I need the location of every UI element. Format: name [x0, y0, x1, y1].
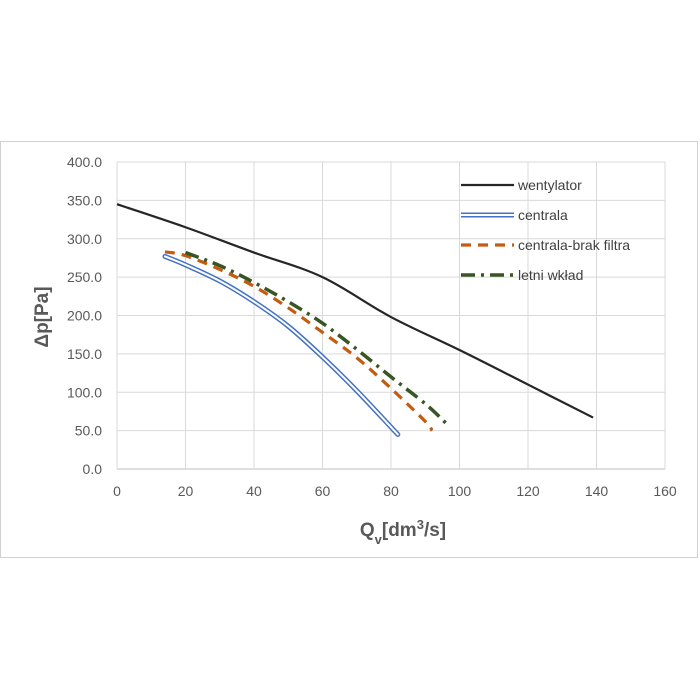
y-tick-label: 100.0: [67, 384, 102, 400]
y-tick-label: 300.0: [67, 231, 102, 247]
grid-lines: [116, 161, 666, 470]
legend-label-wentylator: wentylator: [517, 177, 582, 193]
y-tick-label: 350.0: [67, 192, 102, 208]
y-tick-label: 150.0: [67, 346, 102, 362]
y-axis-title: Δp[Pa]: [32, 286, 53, 347]
series-line-letni-wk-ad: [184, 250, 447, 425]
legend-label-letni-wk-ad: letni wkład: [518, 267, 583, 283]
y-tick-label: 200.0: [67, 308, 102, 324]
x-tick-label: 80: [383, 483, 399, 499]
legend-label-centrala: centrala: [518, 207, 568, 223]
series-layer: [116, 203, 594, 437]
legend-label-centrala-brak-filtra: centrala-brak filtra: [518, 237, 630, 253]
x-tick-label: 0: [113, 483, 121, 499]
series-line-inner-centrala: [163, 255, 399, 436]
x-tick-label: 100: [448, 483, 472, 499]
x-tick-label: 120: [516, 483, 540, 499]
x-axis-title: Qv[dm3/s]: [360, 517, 446, 547]
x-tick-label: 60: [315, 483, 331, 499]
x-tick-label: 140: [585, 483, 609, 499]
y-tick-label: 50.0: [75, 423, 102, 439]
chart-frame: [0, 141, 698, 558]
x-tick-label: 40: [246, 483, 262, 499]
y-tick-label: 400.0: [67, 154, 102, 170]
legend: wentylator centrala centrala-brak filtra le…: [461, 177, 630, 283]
series-line-wentylator: [116, 203, 594, 419]
series-line-centrala: [162, 253, 401, 437]
y-tick-label: 0.0: [83, 461, 103, 477]
tick-labels: 0.050.0100.0150.0200.0250.0300.0350.0400…: [67, 154, 677, 499]
series-line-centrala-brak-filtra: [164, 250, 434, 432]
x-tick-label: 20: [178, 483, 194, 499]
y-tick-label: 250.0: [67, 269, 102, 285]
x-tick-label: 160: [653, 483, 677, 499]
